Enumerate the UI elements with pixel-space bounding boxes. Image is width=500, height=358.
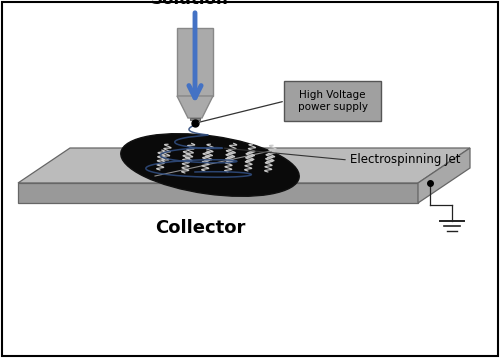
Text: High Voltage
power supply: High Voltage power supply: [298, 90, 368, 112]
Ellipse shape: [121, 134, 299, 196]
Polygon shape: [177, 96, 213, 118]
Polygon shape: [18, 148, 470, 183]
Text: Electrospinning Jet: Electrospinning Jet: [350, 154, 461, 166]
Polygon shape: [190, 118, 200, 120]
Text: Collector: Collector: [155, 219, 245, 237]
Polygon shape: [18, 183, 418, 203]
Text: Solution: Solution: [151, 0, 229, 8]
Polygon shape: [418, 148, 470, 203]
Polygon shape: [177, 28, 213, 96]
FancyBboxPatch shape: [284, 81, 381, 121]
